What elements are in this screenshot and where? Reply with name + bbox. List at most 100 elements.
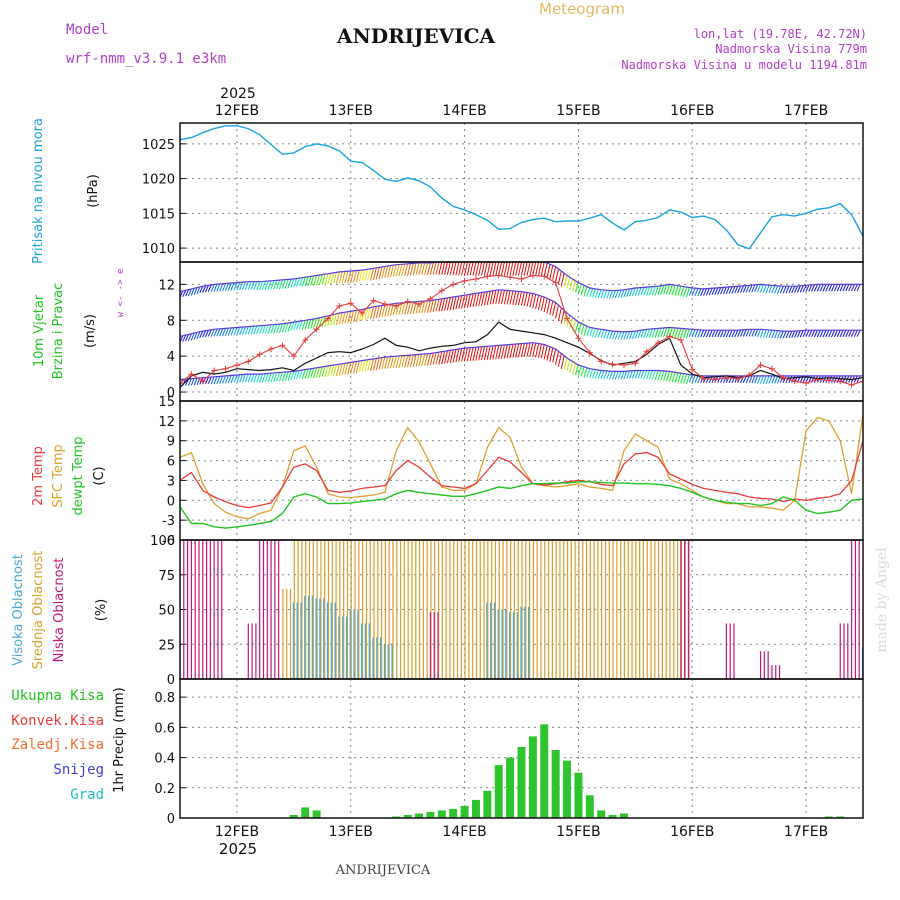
wind-barb [281,371,286,382]
wind-barb [808,329,813,337]
wind-barb [754,375,759,384]
wind-barb [745,285,750,293]
wind-barb [603,370,608,380]
wind-barb [444,350,448,364]
wind-barb [583,367,588,378]
wind-barb [210,329,215,337]
wind-barb [609,371,614,380]
precip-bar [415,813,424,818]
gust-marker [700,375,707,382]
wind-barb [469,293,474,308]
wind-barb [236,327,241,336]
gust-markers [180,272,863,388]
gust-marker [245,358,252,365]
wind-barb [182,334,187,342]
wind-barb [535,262,540,276]
wind-barb [426,300,431,313]
wind-barb [833,329,838,338]
wind-barb [853,284,858,292]
gust-marker [507,274,514,281]
y-tick-label: 0.4 [154,752,175,767]
legend-grad: Grad [70,787,104,803]
wind-barb [512,291,517,305]
wind-barb [825,329,830,338]
wind-barb [759,375,764,384]
wind-barb [324,273,329,285]
wind-barb [737,329,742,338]
wind-barb [771,285,776,294]
wind-barb [481,346,485,361]
wind-barb [196,331,201,340]
wind-barb [518,262,522,276]
wind-barb [711,287,716,296]
wind-barb [296,321,300,330]
wind-barb [856,375,861,383]
wind-barb [685,374,690,385]
y-tick-label: 15 [158,395,175,410]
wind-barb [458,295,463,309]
wind-barb [435,262,440,275]
wind-barb [802,285,807,293]
wind-barb [421,300,426,314]
y-tick-label: 1010 [142,242,175,257]
wind-barb [259,373,264,383]
wind-barb [256,281,261,291]
wind-barb [432,262,437,275]
wind-barb [546,264,551,279]
y-tick-label: 0 [167,386,175,401]
wind-barb [845,284,850,292]
wind-barb [515,343,520,358]
wind-barb [301,320,306,330]
wind-barb [546,346,551,361]
wind-barb [438,351,443,365]
wind-barb [609,290,614,299]
top-day-label: 14FEB [442,103,486,119]
wind-barb [500,344,505,359]
wind-barb [344,311,349,324]
model-name: wrf-nmm_v3.9.1 e3km [66,51,226,67]
wind-barb [515,262,520,276]
wind-barb [222,375,226,384]
gust-marker [746,371,753,378]
gust-marker [768,365,775,372]
wind-barb [333,364,338,376]
wind-barb [600,329,605,338]
wind-barb [398,264,403,277]
wind-barb [535,295,540,310]
wind-barb [794,330,799,338]
wind-barb [486,345,491,360]
wind-barb [461,347,466,362]
wind-barb [236,282,241,291]
wind-barb [361,360,366,372]
wind-barb [478,292,483,307]
precip-bar [403,814,412,818]
gust-marker [370,297,377,304]
wind-barb [227,375,232,384]
cloud-unit: (%) [94,599,109,622]
wind-barb [648,286,653,296]
wind-barb [290,371,295,380]
wind-barb [720,375,725,383]
wind-barb [347,270,352,284]
wind-barb [728,286,733,294]
wind-barb [839,284,844,292]
wind-barb [526,342,531,357]
wind-barb [742,285,747,293]
wind-barb [250,373,255,383]
wind-barb [814,329,818,338]
wind-barb [293,370,298,380]
wind-barb [842,284,847,292]
wind-barb [754,329,759,337]
wind-barb [446,297,451,311]
wind-barb [748,329,753,337]
wind-barb [751,375,756,384]
wind-plot-area [180,262,863,388]
wind-barb [492,345,497,360]
wind-barb [259,325,264,335]
wind-barb [270,324,275,334]
wind-barb [674,372,679,383]
wind-barb [481,291,485,306]
wind-barb [389,265,394,278]
wind-barb [293,278,298,288]
wind-barb [205,285,209,293]
